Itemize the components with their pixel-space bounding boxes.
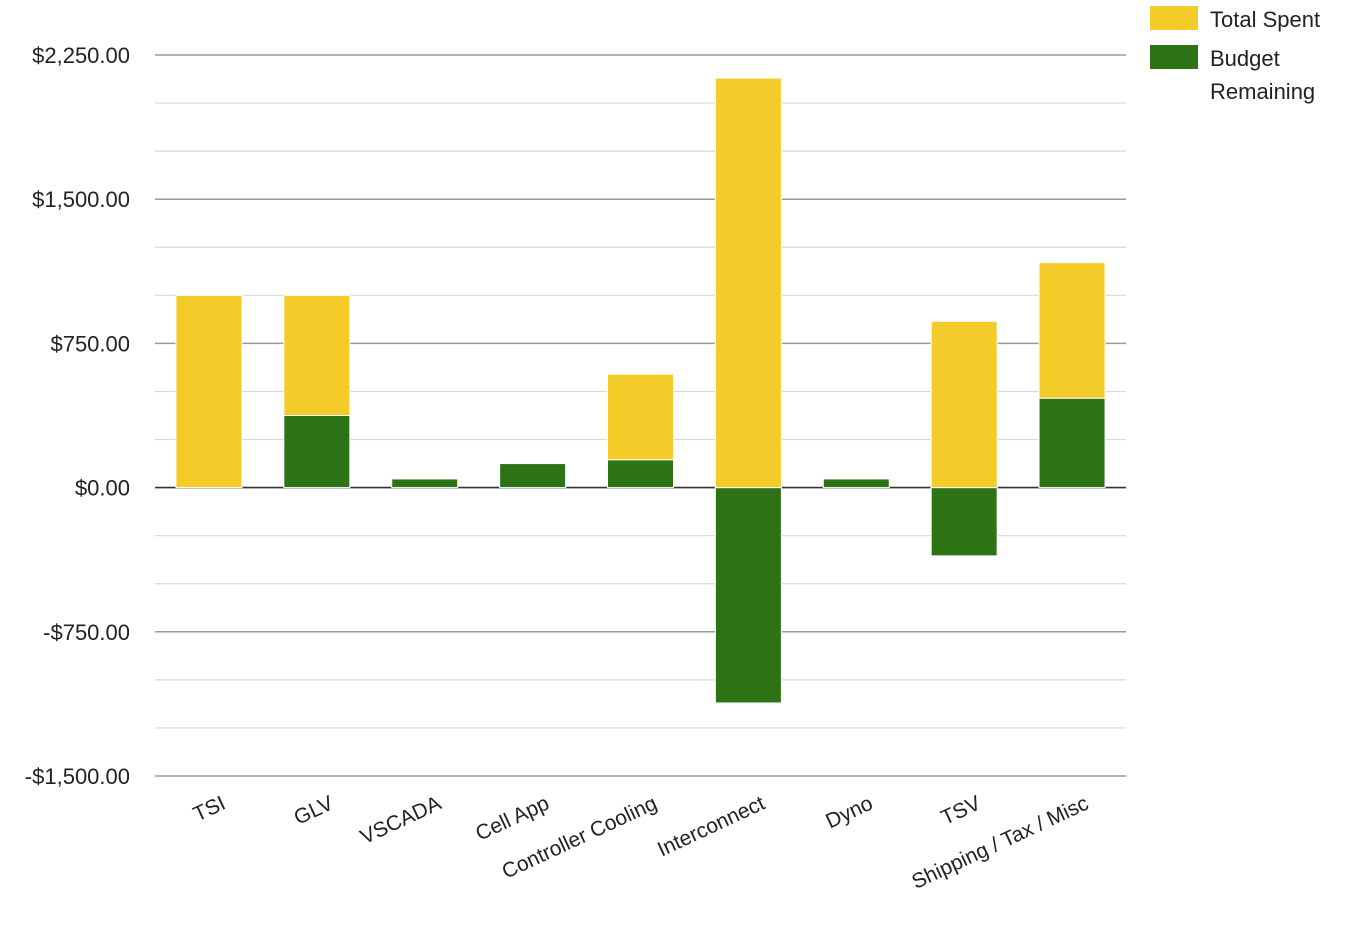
bar-budget-remaining xyxy=(714,487,782,704)
bars xyxy=(175,77,1106,704)
legend: Total Spent Budget Remaining xyxy=(1150,6,1320,104)
legend-swatch-total-spent xyxy=(1150,6,1198,30)
bar-budget-remaining xyxy=(499,463,567,489)
bar-budget-remaining xyxy=(822,478,890,489)
legend-label-total-spent: Total Spent xyxy=(1210,7,1320,32)
y-tick-label: -$750.00 xyxy=(43,620,130,645)
bar-budget-remaining xyxy=(391,478,459,489)
x-category-label: TSV xyxy=(938,792,985,830)
y-tick-label: $2,250.00 xyxy=(32,43,130,68)
y-tick-label: $750.00 xyxy=(50,331,130,356)
bar-total-spent xyxy=(175,294,243,489)
bar-total-spent xyxy=(283,294,351,417)
x-category-label: Interconnect xyxy=(654,792,769,862)
legend-label-budget: Budget xyxy=(1210,46,1280,71)
x-category-label: Cell App xyxy=(472,792,553,846)
bar-budget-remaining xyxy=(283,415,351,489)
y-tick-label: $0.00 xyxy=(75,476,130,501)
x-category-label: TSI xyxy=(190,792,229,827)
y-tick-label: $1,500.00 xyxy=(32,187,130,212)
bar-budget-remaining xyxy=(607,459,674,489)
bar-total-spent xyxy=(714,77,782,489)
x-category-label: Shipping / Tax / Misc xyxy=(908,792,1092,894)
bar-budget-remaining xyxy=(1038,397,1106,489)
bar-total-spent xyxy=(930,320,998,489)
x-category-label: VSCADA xyxy=(357,792,445,849)
legend-swatch-budget-remaining xyxy=(1150,45,1198,69)
legend-label-remaining: Remaining xyxy=(1210,79,1315,104)
y-tick-label: -$1,500.00 xyxy=(25,764,130,789)
bar-total-spent xyxy=(607,373,674,461)
x-category-label: GLV xyxy=(291,792,337,830)
x-category-label: Dyno xyxy=(822,792,876,834)
bar-total-spent xyxy=(1038,262,1106,399)
bar-budget-remaining xyxy=(930,487,998,557)
